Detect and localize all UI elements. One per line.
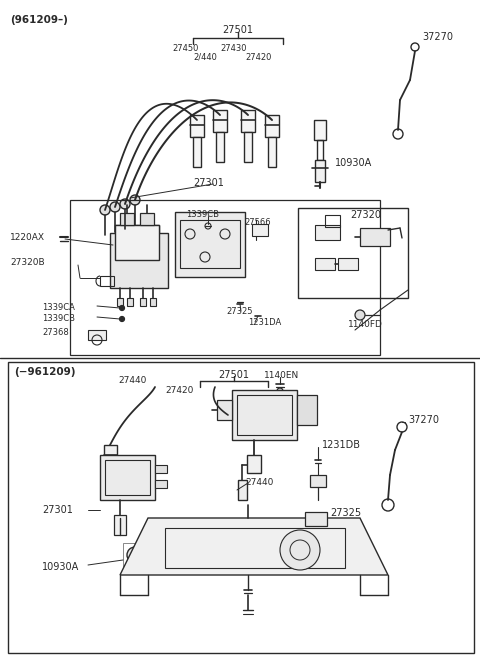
- Bar: [360, 228, 390, 246]
- Bar: [193, 137, 201, 167]
- Bar: [298, 208, 408, 298]
- Bar: [252, 224, 268, 236]
- Bar: [325, 215, 340, 227]
- Circle shape: [355, 310, 365, 320]
- Bar: [70, 200, 380, 355]
- Bar: [213, 110, 227, 132]
- Bar: [150, 298, 156, 306]
- Text: 1140FD: 1140FD: [348, 320, 383, 329]
- Text: 10930A: 10930A: [335, 158, 372, 168]
- Bar: [117, 298, 123, 306]
- Text: 1220AX: 1220AX: [10, 233, 45, 242]
- Bar: [317, 140, 323, 160]
- Bar: [123, 543, 147, 567]
- Bar: [115, 225, 137, 260]
- Bar: [310, 475, 326, 487]
- Bar: [338, 258, 358, 270]
- Bar: [265, 115, 279, 137]
- Text: 37270: 37270: [422, 32, 453, 42]
- Bar: [315, 160, 325, 182]
- Circle shape: [130, 195, 140, 205]
- Bar: [155, 480, 167, 488]
- Text: 27501: 27501: [223, 25, 253, 35]
- Bar: [247, 455, 261, 473]
- Bar: [190, 115, 204, 137]
- Text: 27320: 27320: [350, 210, 381, 220]
- Bar: [241, 110, 255, 132]
- Bar: [232, 390, 297, 440]
- Circle shape: [280, 530, 320, 570]
- Bar: [315, 258, 335, 270]
- Circle shape: [127, 547, 143, 563]
- Bar: [165, 528, 345, 568]
- Bar: [315, 225, 340, 240]
- Bar: [217, 400, 232, 420]
- Bar: [297, 395, 317, 425]
- Text: 27501: 27501: [218, 370, 250, 380]
- Bar: [155, 465, 167, 473]
- Text: 27420: 27420: [245, 53, 271, 62]
- Text: 2/440: 2/440: [193, 53, 217, 62]
- Bar: [127, 298, 133, 306]
- Bar: [305, 512, 327, 526]
- Text: 27420: 27420: [165, 386, 193, 395]
- Bar: [175, 212, 245, 277]
- Bar: [314, 120, 326, 140]
- Bar: [88, 330, 106, 340]
- Bar: [180, 220, 240, 268]
- Text: 1140EN: 1140EN: [264, 371, 299, 380]
- Bar: [268, 137, 276, 167]
- Text: 27430: 27430: [220, 44, 247, 53]
- Bar: [237, 395, 292, 435]
- Circle shape: [120, 317, 124, 321]
- Circle shape: [277, 388, 283, 394]
- Circle shape: [100, 205, 110, 215]
- Text: 27301: 27301: [193, 178, 224, 188]
- Bar: [244, 132, 252, 162]
- Bar: [120, 213, 134, 225]
- Text: 37270: 37270: [408, 415, 439, 425]
- Bar: [140, 298, 146, 306]
- Bar: [137, 225, 159, 260]
- Text: 1339CB: 1339CB: [42, 314, 75, 323]
- Text: 27440: 27440: [118, 376, 146, 385]
- Polygon shape: [120, 518, 388, 575]
- Bar: [100, 276, 114, 286]
- Bar: [104, 445, 117, 467]
- Bar: [8, 362, 474, 653]
- Bar: [140, 213, 154, 225]
- Bar: [115, 225, 159, 260]
- Bar: [107, 467, 114, 495]
- Text: 27325: 27325: [226, 307, 252, 316]
- Text: 27566: 27566: [244, 218, 271, 227]
- Text: 10930A: 10930A: [42, 562, 79, 572]
- Text: 27301: 27301: [42, 505, 73, 515]
- Text: (961209–): (961209–): [10, 15, 68, 25]
- Text: 1339CB: 1339CB: [186, 210, 219, 219]
- Text: (−961209): (−961209): [14, 367, 75, 377]
- Bar: [114, 515, 126, 535]
- Circle shape: [110, 202, 120, 212]
- Text: 27320B: 27320B: [10, 258, 45, 267]
- Bar: [100, 455, 155, 500]
- Bar: [105, 460, 150, 495]
- Text: 27440: 27440: [245, 478, 274, 487]
- Circle shape: [120, 306, 124, 311]
- Text: 1231DB: 1231DB: [322, 440, 361, 450]
- Bar: [110, 233, 168, 288]
- Text: 27368: 27368: [42, 328, 69, 337]
- Text: 27325: 27325: [330, 508, 361, 518]
- Circle shape: [120, 199, 130, 209]
- Bar: [238, 480, 247, 500]
- Bar: [216, 132, 224, 162]
- Text: 1231DA: 1231DA: [248, 318, 281, 327]
- Text: 27450: 27450: [172, 44, 198, 53]
- Text: 1339CA: 1339CA: [42, 303, 75, 312]
